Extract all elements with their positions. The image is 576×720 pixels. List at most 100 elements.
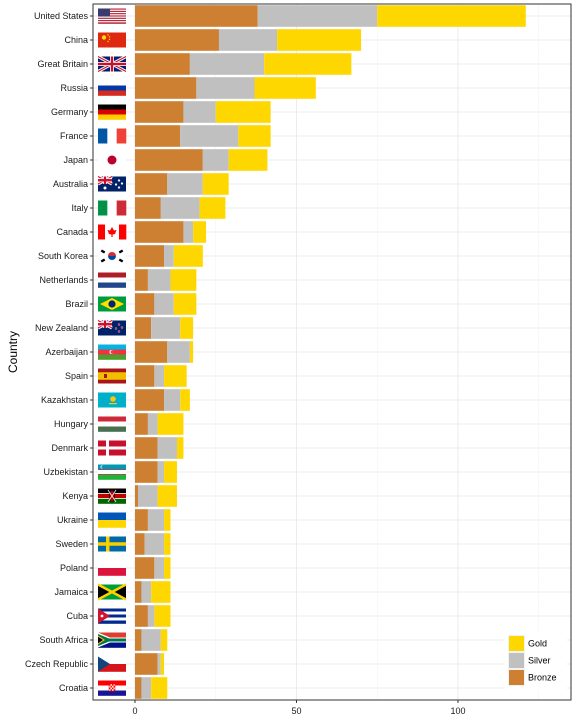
bar-bronze [134,173,168,195]
sweden-flag-icon [98,536,126,552]
bar-gold [157,485,177,507]
y-tick-label: Ukraine [57,515,88,525]
y-tick-label: Spain [65,371,88,381]
bar-bronze [134,653,158,675]
bar-gold [164,365,187,387]
bar-silver [154,365,165,387]
bar-gold [160,629,168,651]
flags [97,8,127,696]
bar-bronze [134,581,142,603]
france-flag-icon [98,128,127,144]
cuba-flag-icon [98,608,126,624]
china-flag-icon [98,32,126,48]
us-flag-icon [98,8,126,24]
y-tick-label: South Africa [39,635,88,645]
bar-bronze [134,53,190,75]
bar-bronze [134,245,165,267]
bar-silver [202,149,229,171]
x-tick-label: 50 [291,706,301,716]
denmark-flag-icon [98,440,126,456]
south-africa-flag-icon [98,632,126,648]
uzbekistan-flag-icon [98,464,126,480]
legend-label-silver: Silver [528,656,551,666]
bar-bronze [134,365,155,387]
bar-silver [157,437,177,459]
y-tick-label: Sweden [55,539,88,549]
bar-bronze [134,485,139,507]
bar-bronze [134,461,158,483]
bar-gold [164,533,171,555]
bar-silver [196,77,255,99]
bar-silver [144,533,165,555]
bar-bronze [134,29,219,51]
bar-gold [277,29,362,51]
bar-gold [193,221,207,243]
poland-flag-icon [98,560,126,576]
y-tick-label: China [64,35,88,45]
y-tick-label: Kazakhstan [41,395,88,405]
bar-bronze [134,629,142,651]
bar-silver [167,341,190,363]
y-tick-label: Italy [71,203,88,213]
y-tick-label: Croatia [59,683,88,693]
y-tick-label: United States [34,11,89,21]
bar-silver [138,485,158,507]
bar-gold [377,5,526,27]
bar-gold [199,197,226,219]
bar-gold [151,581,171,603]
bar-bronze [134,413,148,435]
legend: Gold Silver Bronze [505,631,567,690]
bar-gold [189,341,194,363]
bar-bronze [134,77,197,99]
bar-gold [164,509,171,531]
bar-bronze [134,125,181,147]
bar-silver [154,293,174,315]
bar-silver [164,389,181,411]
y-tick-label: Cuba [66,611,88,621]
bar-gold [264,53,352,75]
bar-bronze [134,293,155,315]
y-tick-label: Netherlands [39,275,88,285]
legend-label-gold: Gold [528,639,547,649]
bar-bronze [134,557,155,579]
bar-gold [228,149,268,171]
y-tick-label: Poland [60,563,88,573]
y-tick-label: Hungary [54,419,89,429]
jamaica-flag-icon [97,583,127,601]
bar-gold [238,125,271,147]
bar-silver [160,197,200,219]
hungary-flag-icon [98,416,126,432]
bar-bronze [134,509,148,531]
bar-silver [151,317,181,339]
y-tick-label: Azerbaijan [45,347,88,357]
bar-silver [141,677,152,699]
bar-silver [183,101,216,123]
y-tick-label: Jamaica [54,587,88,597]
brazil-flag-icon [98,296,126,312]
legend-label-bronze: Bronze [528,673,557,683]
y-tick-label: Japan [63,155,88,165]
y-tick-label: Australia [53,179,88,189]
ukraine-flag-icon [98,512,126,528]
bar-bronze [134,221,184,243]
bar-gold [180,317,194,339]
bars [134,5,526,699]
y-tick-label: Great Britain [37,59,88,69]
bar-gold [176,437,184,459]
y-axis-title: Country [6,331,20,373]
bar-bronze [134,677,142,699]
azerbaijan-flag-icon [98,344,126,360]
bar-gold [164,461,177,483]
bar-gold [164,557,171,579]
bar-silver [157,653,161,675]
bar-silver [141,581,152,603]
bar-bronze [134,317,152,339]
kenya-flag-icon [98,488,126,504]
x-tick-label: 100 [450,706,465,716]
czech-republic-flag-icon [98,656,126,672]
legend-key-silver [509,653,524,668]
x-tick-label: 0 [132,706,137,716]
bar-silver [147,413,158,435]
bar-bronze [134,389,165,411]
